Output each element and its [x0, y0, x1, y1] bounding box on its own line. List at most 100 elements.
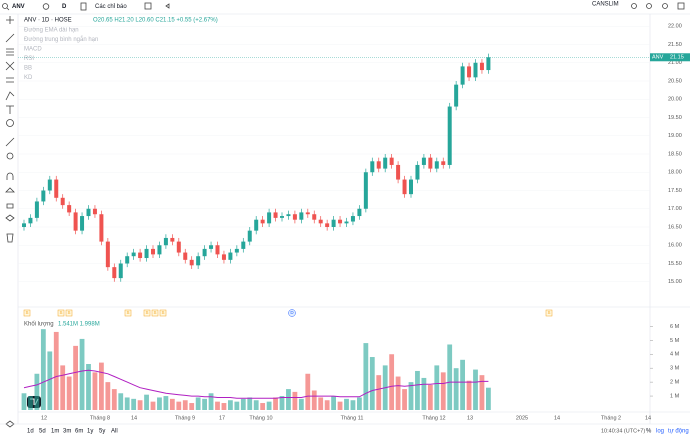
event-label[interactable]: S: [126, 310, 129, 315]
range-button[interactable]: 1m: [51, 429, 59, 435]
x-tick-label: 14: [554, 415, 560, 421]
volume-bar: [28, 396, 33, 410]
volume-bar: [266, 401, 272, 410]
candle-body: [125, 256, 130, 264]
volume-bar: [105, 382, 111, 410]
range-button[interactable]: 6m: [75, 429, 83, 435]
range-button[interactable]: 5d: [39, 429, 46, 435]
candle-body: [389, 157, 394, 165]
volume-bar: [208, 393, 214, 410]
range-button[interactable]: 5y: [99, 429, 105, 435]
volume-tick-label: 4 M: [670, 352, 680, 358]
event-marker[interactable]: [151, 309, 159, 317]
event-marker[interactable]: [159, 309, 167, 317]
candle-body: [273, 212, 278, 218]
indicator-label[interactable]: RSI: [24, 56, 34, 62]
volume-bar: [395, 376, 401, 410]
event-marker[interactable]: [288, 309, 296, 317]
event-marker[interactable]: [57, 309, 65, 317]
volume-bar: [363, 343, 369, 410]
auto-toggle[interactable]: tự động: [668, 429, 689, 435]
volume-bar: [279, 396, 285, 410]
volume-bar: [292, 391, 298, 410]
event-label[interactable]: S: [153, 310, 156, 315]
indicators-button[interactable]: Các chỉ báo: [95, 3, 127, 10]
event-label[interactable]: S: [161, 310, 164, 315]
indicator-label[interactable]: BB: [24, 66, 32, 72]
candle-body: [47, 179, 52, 191]
volume-bar: [357, 397, 362, 410]
volume-bar: [169, 398, 175, 410]
candle-body: [267, 212, 272, 224]
candle-body: [467, 66, 472, 78]
volume-bar: [286, 389, 291, 410]
volume-bar: [253, 400, 259, 410]
event-label[interactable]: S: [145, 310, 148, 315]
y-tick-label: 16.50: [668, 224, 682, 230]
volume-bar: [40, 329, 46, 410]
candle-body: [434, 161, 439, 169]
candle-body: [67, 205, 72, 213]
volume-bar: [447, 344, 453, 410]
event-label[interactable]: S: [67, 310, 70, 315]
event-label[interactable]: S: [59, 310, 62, 315]
candle-body: [170, 237, 175, 242]
volume-bar: [486, 387, 491, 410]
symbol[interactable]: ANV: [12, 4, 25, 10]
candle-body: [176, 241, 181, 253]
volume-bar: [182, 400, 188, 410]
event-label[interactable]: D: [290, 310, 294, 315]
volume-bar: [344, 398, 349, 410]
volume-bar: [144, 394, 149, 410]
interval[interactable]: D: [62, 4, 67, 10]
volume-bar: [324, 400, 330, 410]
candle-body: [479, 62, 484, 71]
candle-body: [280, 216, 284, 218]
indicator-label[interactable]: Đường trung bình ngắn hạn: [24, 36, 98, 43]
candle-body: [318, 219, 323, 224]
percent-toggle[interactable]: %: [646, 429, 652, 435]
candle-body: [131, 252, 136, 257]
event-marker[interactable]: [65, 309, 73, 317]
event-marker[interactable]: [143, 309, 151, 317]
candle-body: [41, 190, 46, 202]
volume-bar: [157, 397, 162, 410]
range-button[interactable]: 3m: [63, 429, 71, 435]
event-marker[interactable]: [23, 309, 31, 317]
event-label[interactable]: S: [547, 310, 550, 315]
candle-body: [241, 241, 246, 249]
layout-name[interactable]: CANSLIM: [592, 2, 619, 8]
event-marker[interactable]: [545, 309, 553, 317]
candle-body: [473, 62, 478, 78]
volume-bar: [408, 382, 414, 410]
event-marker[interactable]: [124, 309, 132, 317]
indicator-label[interactable]: KD: [24, 75, 33, 81]
volume-title: Khối lượng: [24, 322, 54, 328]
range-button[interactable]: All: [111, 429, 118, 435]
clock: 10:40:34 (UTC+7): [601, 428, 645, 434]
range-button[interactable]: 1y: [87, 429, 93, 435]
indicator-label[interactable]: MACD: [24, 47, 42, 53]
indicator-label[interactable]: Đường EMA dài hạn: [24, 28, 79, 34]
range-button[interactable]: 1d: [27, 429, 34, 435]
volume-bar: [305, 373, 311, 410]
x-tick-label: 12: [41, 415, 47, 421]
candle-body: [447, 106, 452, 165]
volume-tick-label: 2 M: [670, 380, 680, 386]
log-toggle[interactable]: log: [656, 429, 664, 435]
candle-body: [118, 263, 123, 279]
volume-bar: [195, 397, 201, 410]
x-tick-label: 17: [219, 415, 225, 421]
candle-body: [460, 66, 465, 85]
candle-body: [331, 219, 336, 227]
candle-body: [376, 161, 381, 169]
drawing-tools[interactable]: [5, 16, 15, 428]
volume-bar: [92, 372, 98, 410]
y-tick-label: 20.50: [668, 78, 682, 84]
volume-bar: [273, 397, 278, 410]
volume-bar: [473, 369, 478, 410]
volume-readout: 1.541M 1.998M: [58, 322, 100, 328]
event-label[interactable]: S: [25, 310, 28, 315]
candle-body: [260, 219, 265, 224]
volume-bar: [369, 357, 375, 410]
